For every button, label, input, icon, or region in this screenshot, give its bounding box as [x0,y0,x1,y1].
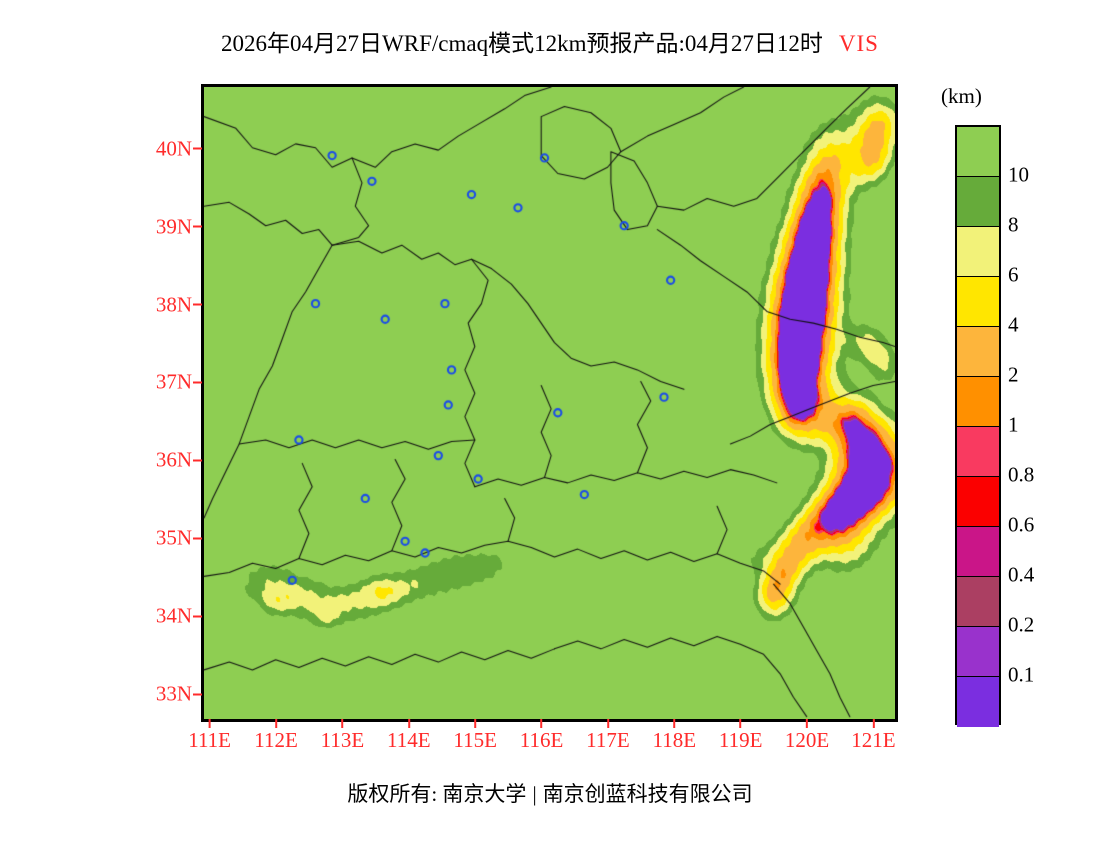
colorbar-unit-label: (km) [941,84,982,108]
colorbar-band-8 [957,527,999,577]
longitude-label-111E: 111E [188,719,231,753]
colorbar-band-0 [957,127,999,177]
longitude-label-112E: 112E [254,719,298,753]
latitude-axis: 40N 39N 38N 37N 36N 35N 34N 33N [120,84,202,722]
map-plot-area [201,84,898,722]
colorbar-band-6 [957,427,999,477]
latitude-tick [193,693,202,696]
latitude-label-38N: 38N [156,292,202,317]
latitude-tick [193,537,202,540]
colorbar-label-0.2: 0.2 [1008,612,1035,637]
longitude-label-114E: 114E [387,719,431,753]
latitude-label-34N: 34N [156,604,202,629]
longitude-tick [739,719,742,728]
longitude-tick [872,719,875,728]
longitude-label-116E: 116E [520,719,563,753]
colorbar-band-2 [957,227,999,277]
longitude-tick [474,719,477,728]
chart-variable-label: VIS [838,31,879,56]
longitude-tick [606,719,609,728]
visibility-contour-canvas [204,87,895,719]
colorbar-band-4 [957,327,999,377]
colorbar-band-1 [957,177,999,227]
colorbar-label-0.4: 0.4 [1008,562,1035,587]
longitude-tick [673,719,676,728]
colorbar-tick-labels: 10 8 6 4 2 1 0.8 0.6 0.4 0.2 0.1 [1008,125,1098,725]
latitude-tick [193,303,202,306]
colorbar-band-10 [957,627,999,677]
latitude-tick [193,225,202,228]
longitude-label-113E: 113E [321,719,364,753]
latitude-label-35N: 35N [156,526,202,551]
longitude-label-118E: 118E [652,719,696,753]
longitude-label-121E: 121E [851,719,896,753]
latitude-tick [193,459,202,462]
longitude-label-115E: 115E [453,719,497,753]
latitude-label-40N: 40N [156,136,202,161]
colorbar-label-2: 2 [1008,362,1019,387]
latitude-tick [193,615,202,618]
copyright-footer: 版权所有: 南京大学 | 南京创蓝科技有限公司 [0,778,1100,808]
colorbar-label-6: 6 [1008,262,1019,287]
colorbar-label-8: 8 [1008,212,1019,237]
colorbar-label-1: 1 [1008,412,1019,437]
colorbar-label-0.8: 0.8 [1008,462,1035,487]
latitude-tick [193,381,202,384]
longitude-axis: 111E 112E 113E 114E 115E 116E 117E 118E 119E 120E… [188,719,898,758]
latitude-label-39N: 39N [156,214,202,239]
colorbar-band-3 [957,277,999,327]
longitude-tick [540,719,543,728]
longitude-tick [275,719,277,728]
longitude-tick [341,719,344,728]
footer-separator: | [532,782,537,806]
colorbar-label-0.1: 0.1 [1008,662,1035,687]
longitude-tick [806,719,809,728]
colorbar-label-0.6: 0.6 [1008,512,1035,537]
latitude-tick [193,147,202,150]
chart-title-text: 2026年04月27日WRF/cmaq模式12km预报产品:04月27日12时 [221,31,823,56]
longitude-label-120E: 120E [785,719,829,753]
longitude-label-119E: 119E [719,719,762,753]
longitude-label-117E: 117E [586,719,630,753]
footer-left-text: 版权所有: 南京大学 [347,782,527,806]
latitude-label-36N: 36N [156,448,202,473]
chart-title: 2026年04月27日WRF/cmaq模式12km预报产品:04月27日12时 V… [0,24,1100,58]
colorbar-label-4: 4 [1008,312,1019,337]
colorbar-label-10: 10 [1008,162,1029,187]
colorbar-band-9 [957,577,999,627]
longitude-tick [407,719,410,728]
footer-right-text: 南京创蓝科技有限公司 [542,782,753,806]
latitude-label-33N: 33N [156,682,202,707]
colorbar-band-11 [957,677,999,727]
latitude-label-37N: 37N [156,370,202,395]
colorbar [955,125,1001,727]
colorbar-band-5 [957,377,999,427]
longitude-tick [208,719,211,728]
colorbar-band-7 [957,477,999,527]
